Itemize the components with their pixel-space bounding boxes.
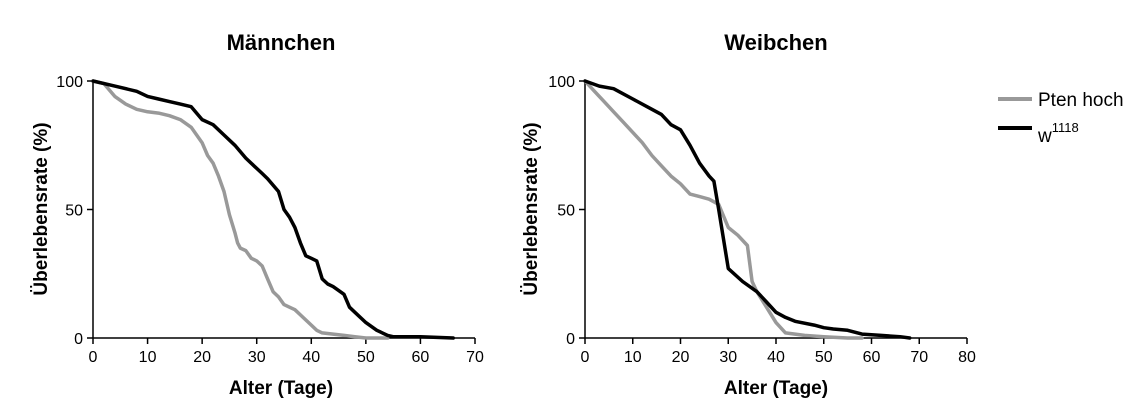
x-tick-label: 70 [910, 349, 928, 366]
series-line-w1118 [91, 79, 455, 340]
x-tick-label: 50 [815, 349, 833, 366]
legend-label-base: w [1037, 126, 1052, 147]
series-line-w1118 [583, 79, 912, 340]
x-tick-label: 50 [357, 349, 375, 366]
plot-area: 0 10 20 30 40 50 60 70 80 0 50 100 [548, 74, 976, 366]
x-tick-label: 60 [412, 349, 430, 366]
series-line-pten-hoch [583, 79, 864, 340]
legend-item-pten-hoch: Pten hoch [998, 90, 1124, 111]
legend-label: w1118 [1037, 120, 1079, 147]
x-tick-label: 30 [248, 349, 266, 366]
series-line-pten-hoch [91, 79, 390, 340]
y-tick-label: 50 [557, 203, 575, 220]
x-axis-label: Alter (Tage) [229, 378, 333, 399]
x-tick-label: 40 [302, 349, 320, 366]
legend-item-w1118: w1118 [998, 120, 1079, 147]
y-tick-label: 100 [548, 74, 575, 91]
legend-label: Pten hoch [1038, 90, 1124, 111]
y-tick-label: 0 [74, 331, 83, 348]
chart-panel-weibchen: Weibchen 0 10 20 30 40 50 60 70 80 0 50 100 Alter (… [521, 30, 976, 399]
y-tick-label: 100 [56, 74, 83, 91]
x-tick-label: 40 [767, 349, 785, 366]
chart-title: Männchen [227, 30, 336, 55]
x-tick-label: 20 [193, 349, 211, 366]
x-tick-label: 70 [466, 349, 484, 366]
x-tick-label: 60 [863, 349, 881, 366]
legend: Pten hoch w1118 [998, 90, 1124, 147]
x-tick-label: 30 [719, 349, 737, 366]
chart-panel-maennchen: Männchen 0 10 20 30 40 50 60 70 0 50 100 Alter (Ta… [31, 30, 484, 399]
plot-area: 0 10 20 30 40 50 60 70 0 50 100 [56, 74, 484, 366]
y-axis-label: Überlebensrate (%) [31, 122, 52, 295]
chart-title: Weibchen [724, 30, 828, 55]
y-tick-label: 0 [566, 331, 575, 348]
x-tick-label: 10 [139, 349, 157, 366]
legend-label-superscript: 1118 [1052, 120, 1079, 135]
x-tick-label: 0 [581, 349, 590, 366]
x-tick-label: 10 [624, 349, 642, 366]
y-tick-label: 50 [65, 203, 83, 220]
x-tick-label: 80 [958, 349, 976, 366]
x-tick-label: 0 [89, 349, 98, 366]
y-axis-label: Überlebensrate (%) [521, 122, 542, 295]
x-tick-label: 20 [672, 349, 690, 366]
x-axis-label: Alter (Tage) [724, 378, 828, 399]
